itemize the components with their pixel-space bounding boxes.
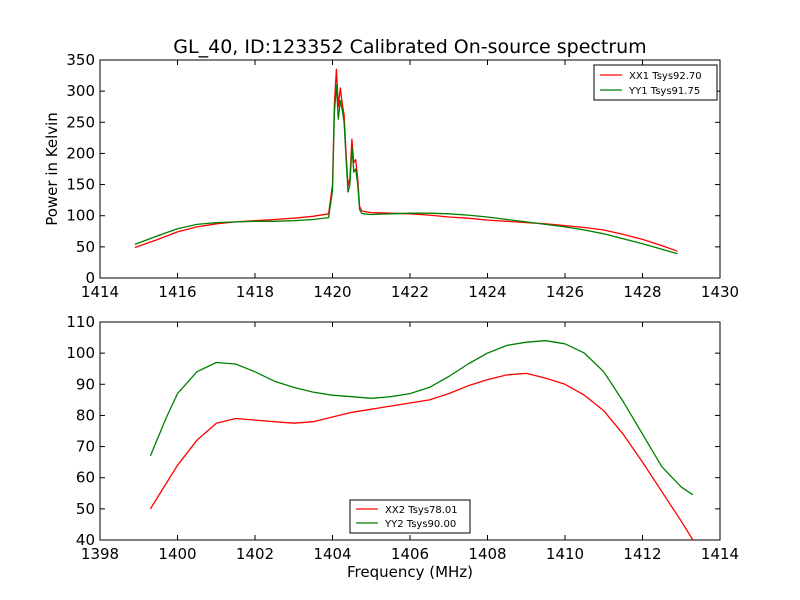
bottom-x-tick-labels: 1398 1400 1402 1404 1406 1408 1410 1412 1414 bbox=[81, 545, 739, 563]
bottom-y-tick-label: 110 bbox=[66, 313, 95, 331]
legend-label-xx2: XX2 Tsys78.01 bbox=[385, 505, 458, 516]
bottom-x-tick-label: 1408 bbox=[468, 545, 506, 563]
bottom-y-tick-label: 50 bbox=[76, 500, 95, 518]
top-series-lines bbox=[134, 68, 678, 255]
top-x-tick-labels: 1414 1416 1418 1420 1422 1424 1426 1428 1430 bbox=[81, 283, 739, 301]
bottom-series-line-red bbox=[149, 372, 694, 541]
bottom-legend: XX2 Tsys78.01 YY2 Tsys90.00 bbox=[349, 499, 471, 534]
bottom-x-tick-label: 1406 bbox=[391, 545, 429, 563]
bottom-y-tick-label: 70 bbox=[76, 438, 95, 456]
bottom-y-tick-label: 80 bbox=[76, 406, 95, 424]
bottom-tick-marks bbox=[99, 321, 721, 541]
top-x-tick-label: 1420 bbox=[313, 283, 351, 301]
top-y-tick-label: 200 bbox=[66, 144, 95, 162]
bottom-x-tick-label: 1400 bbox=[158, 545, 196, 563]
bottom-series-lines bbox=[149, 340, 694, 541]
chart-title: GL_40, ID:123352 Calibrated On-source sp… bbox=[173, 36, 646, 58]
top-y-tick-label: 150 bbox=[66, 176, 95, 194]
bottom-panel: 1398 1400 1402 1404 1406 1408 1410 1412 1414 40 5… bbox=[66, 313, 739, 581]
bottom-x-tick-label: 1404 bbox=[313, 545, 351, 563]
bottom-series-line-green bbox=[149, 340, 694, 496]
top-y-tick-label: 0 bbox=[85, 269, 95, 287]
top-panel: 1414 1416 1418 1420 1422 1424 1426 1428 1430 0 50… bbox=[43, 51, 739, 301]
top-x-tick-label: 1426 bbox=[546, 283, 584, 301]
top-y-tick-label: 300 bbox=[66, 82, 95, 100]
bottom-x-tick-label: 1412 bbox=[623, 545, 661, 563]
bottom-x-axis-label: Frequency (MHz) bbox=[347, 563, 473, 581]
top-series-line-green bbox=[134, 84, 678, 255]
bottom-y-tick-labels: 40 50 60 70 80 90 100 110 bbox=[66, 313, 95, 549]
top-x-tick-label: 1424 bbox=[468, 283, 506, 301]
top-legend: XX1 Tsys92.70 YY1 Tsys91.75 bbox=[593, 64, 718, 101]
top-x-tick-label: 1414 bbox=[81, 283, 119, 301]
top-tick-marks bbox=[99, 59, 721, 279]
bottom-y-tick-label: 60 bbox=[76, 469, 95, 487]
bottom-y-tick-label: 90 bbox=[76, 375, 95, 393]
top-legend-box bbox=[593, 64, 718, 101]
top-x-tick-label: 1428 bbox=[623, 283, 661, 301]
top-y-tick-labels: 0 50 100 150 200 250 300 350 bbox=[66, 51, 95, 287]
top-y-tick-label: 250 bbox=[66, 113, 95, 131]
top-x-tick-label: 1422 bbox=[391, 283, 429, 301]
bottom-x-tick-label: 1398 bbox=[81, 545, 119, 563]
top-x-tick-label: 1430 bbox=[701, 283, 739, 301]
legend-label-yy1: YY1 Tsys91.75 bbox=[628, 86, 700, 97]
top-y-tick-label: 350 bbox=[66, 51, 95, 69]
top-x-tick-label: 1416 bbox=[158, 283, 196, 301]
bottom-x-tick-label: 1414 bbox=[701, 545, 739, 563]
top-y-tick-label: 50 bbox=[76, 238, 95, 256]
legend-label-yy2: YY2 Tsys90.00 bbox=[384, 519, 456, 530]
bottom-y-tick-label: 40 bbox=[76, 531, 95, 549]
top-x-tick-label: 1418 bbox=[236, 283, 274, 301]
bottom-legend-box bbox=[349, 499, 471, 534]
bottom-x-tick-label: 1410 bbox=[546, 545, 584, 563]
top-y-tick-label: 100 bbox=[66, 207, 95, 225]
bottom-x-tick-label: 1402 bbox=[236, 545, 274, 563]
legend-label-xx1: XX1 Tsys92.70 bbox=[629, 71, 702, 82]
top-y-axis-label: Power in Kelvin bbox=[43, 112, 61, 226]
bottom-y-tick-label: 100 bbox=[66, 344, 95, 362]
